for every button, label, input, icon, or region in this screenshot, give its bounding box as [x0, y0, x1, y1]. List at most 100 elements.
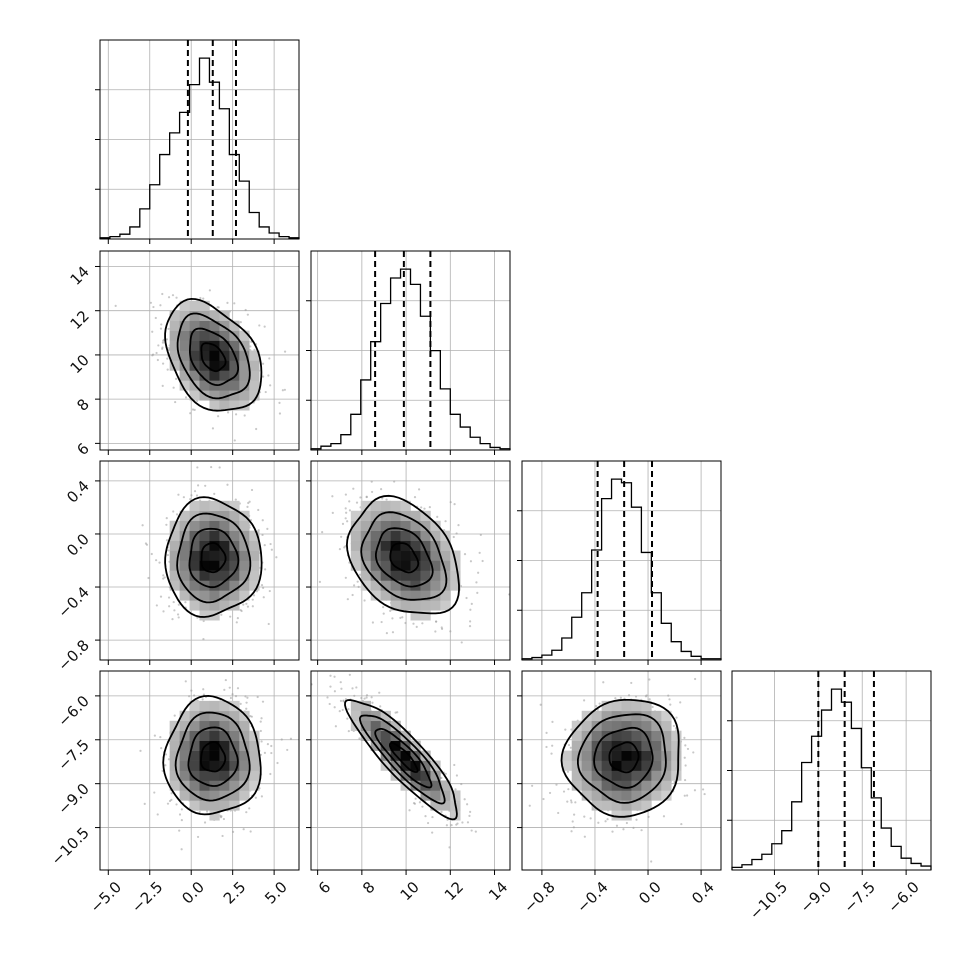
scatter-point — [358, 586, 360, 588]
scatter-point — [663, 815, 665, 817]
scatter-point — [416, 626, 418, 628]
y-tick-label: 8 — [73, 395, 92, 414]
scatter-point — [435, 620, 437, 622]
scatter-point — [213, 493, 215, 495]
scatter-point — [479, 552, 481, 554]
density-cell — [671, 751, 681, 761]
scatter-point — [622, 828, 624, 830]
scatter-point — [444, 520, 446, 522]
scatter-point — [232, 831, 234, 833]
scatter-point — [174, 401, 176, 403]
scatter-point — [250, 830, 252, 832]
scatter-point — [540, 704, 542, 706]
y-tick-label: −0.4 — [54, 583, 92, 621]
density-cell — [180, 790, 190, 800]
scatter-point — [235, 695, 237, 697]
scatter-point — [189, 412, 191, 414]
scatter-point — [404, 622, 406, 624]
density-cell — [190, 521, 200, 531]
scatter-point — [177, 613, 179, 615]
scatter-point — [173, 387, 175, 389]
scatter-point — [635, 695, 637, 697]
scatter-point — [162, 342, 164, 344]
scatter-point — [165, 753, 167, 755]
scatter-point — [175, 378, 177, 380]
scatter-point — [157, 359, 159, 361]
scatter-point — [667, 665, 669, 667]
scatter-point — [269, 384, 271, 386]
scatter-point — [529, 805, 531, 807]
scatter-point — [469, 620, 471, 622]
density-cell — [200, 610, 210, 620]
scatter-point — [221, 835, 223, 837]
scatter-point — [266, 528, 268, 530]
scatter-point — [453, 503, 455, 505]
scatter-point — [351, 687, 353, 689]
scatter-point — [326, 696, 328, 698]
scatter-point — [255, 428, 257, 430]
density-cell — [391, 531, 401, 541]
density-cell — [249, 570, 259, 580]
scatter-point — [436, 516, 438, 518]
density-cell — [351, 541, 361, 551]
scatter-point — [321, 531, 323, 533]
scatter-point — [614, 697, 616, 699]
density-cell — [661, 721, 671, 731]
scatter-point — [378, 692, 380, 694]
density-cell — [411, 600, 421, 610]
density-cell — [391, 551, 401, 561]
density-cells — [170, 501, 260, 621]
scatter-point — [345, 577, 347, 579]
density-cell — [602, 800, 612, 810]
scatter-point — [243, 828, 245, 830]
scatter-point — [448, 846, 450, 848]
scatter-point — [381, 621, 383, 623]
density-cell — [391, 501, 401, 511]
density-cell — [180, 331, 190, 341]
y-tick-label: 0.0 — [63, 530, 93, 560]
scatter-point — [475, 581, 477, 583]
density-cell — [239, 790, 249, 800]
y-tick-label: −9.0 — [54, 780, 92, 818]
scatter-point — [194, 490, 196, 492]
scatter-point — [667, 695, 669, 697]
scatter-point — [212, 427, 214, 429]
scatter-point — [151, 331, 153, 333]
density-cell — [671, 761, 681, 771]
scatter-point — [160, 747, 162, 749]
scatter-point — [675, 716, 677, 718]
scatter-point — [395, 712, 397, 714]
x-tick-label: −0.4 — [573, 878, 611, 916]
scatter-point — [178, 604, 180, 606]
scatter-point — [372, 621, 374, 623]
density-cell — [170, 561, 180, 571]
scatter-point — [167, 549, 169, 551]
scatter-point — [564, 728, 566, 730]
scatter-point — [628, 694, 630, 696]
density-cell — [420, 561, 430, 571]
scatter-point — [570, 747, 572, 749]
scatter-point — [414, 496, 416, 498]
scatter-point — [242, 603, 244, 605]
scatter-point — [226, 484, 228, 486]
density-cell — [249, 771, 259, 781]
scatter-point — [196, 466, 198, 468]
scatter-point — [334, 706, 336, 708]
scatter-point — [349, 509, 351, 511]
density-cell — [190, 780, 200, 790]
scatter-point — [237, 617, 239, 619]
x-tick-label: −7.5 — [840, 878, 878, 916]
scatter-point — [457, 524, 459, 526]
scatter-point — [162, 574, 164, 576]
scatter-point — [319, 581, 321, 583]
x-tick-label: 0.4 — [688, 878, 718, 908]
scatter-point — [181, 819, 183, 821]
scatter-point — [247, 314, 249, 316]
scatter-point — [147, 577, 149, 579]
scatter-point — [574, 801, 576, 803]
scatter-point — [177, 661, 179, 663]
density-cell — [381, 551, 391, 561]
scatter-point — [331, 495, 333, 497]
scatter-point — [363, 599, 365, 601]
density-cell — [401, 600, 411, 610]
